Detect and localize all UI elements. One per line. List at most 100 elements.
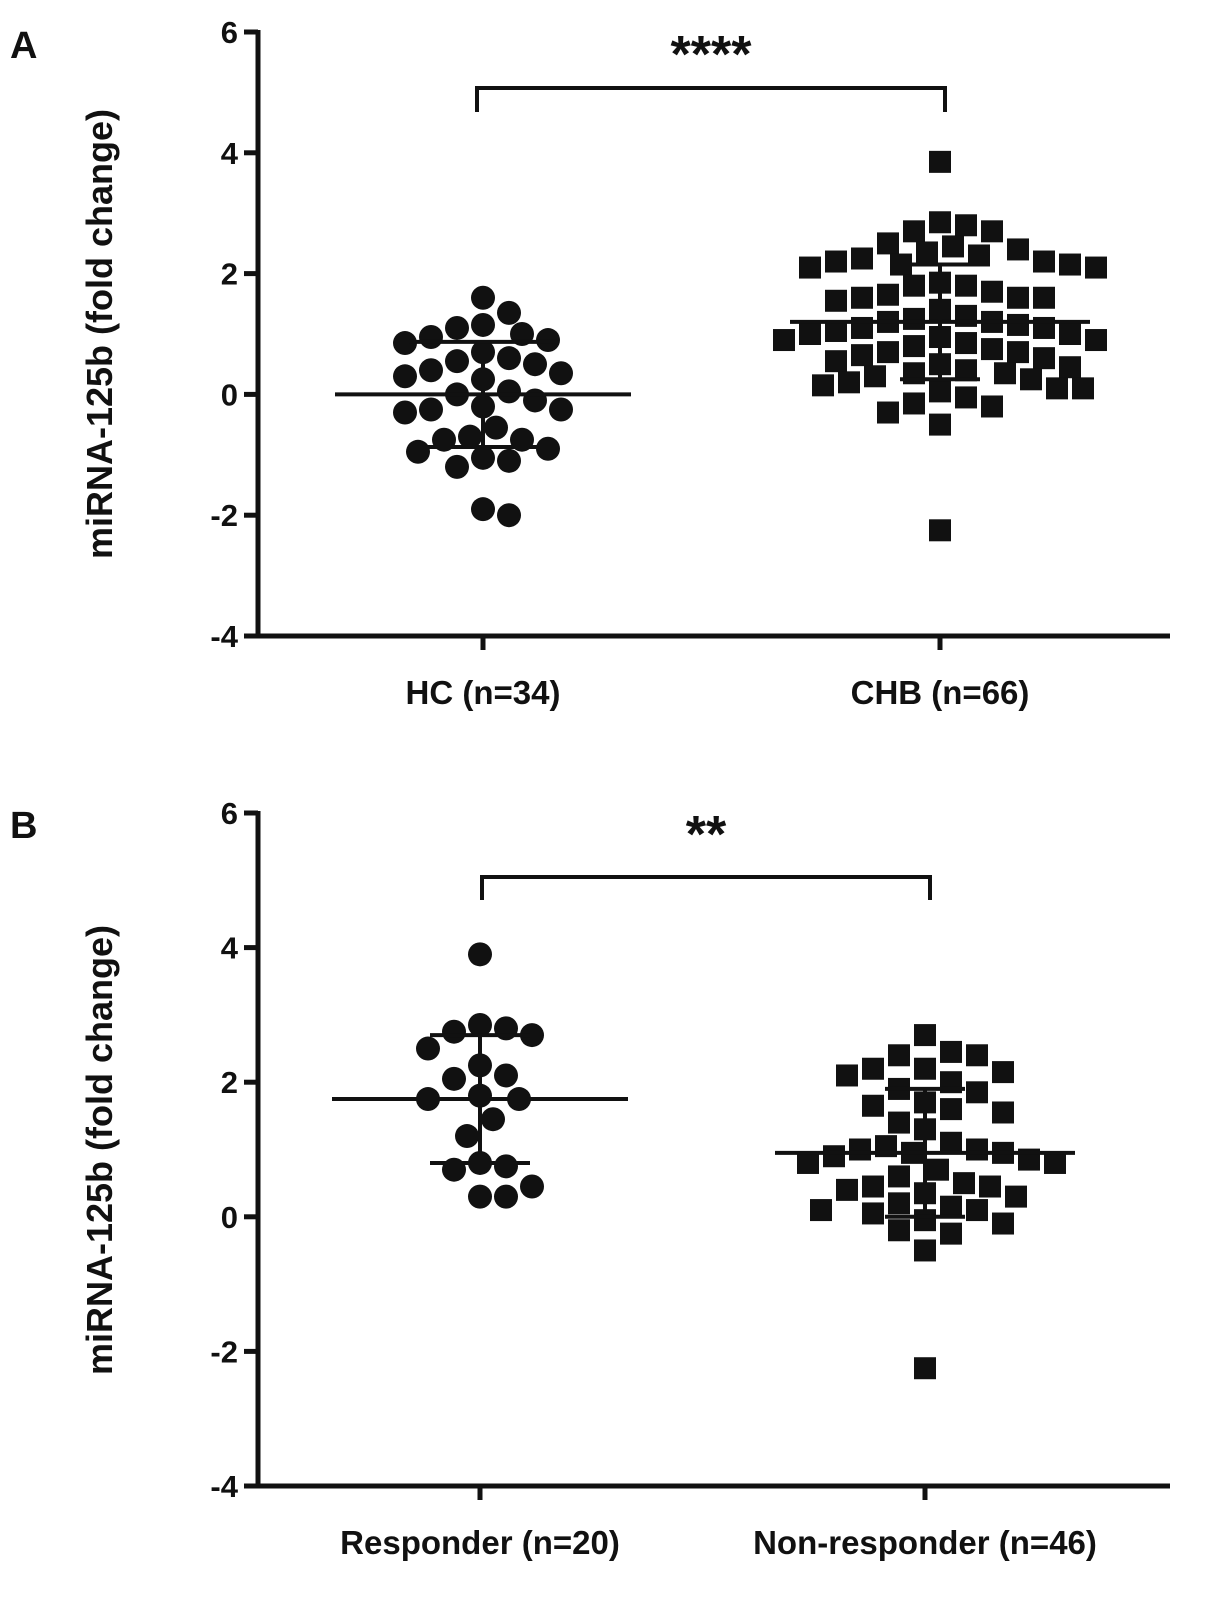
panel-label: A <box>10 25 37 67</box>
y-tick-label: -4 <box>210 619 238 654</box>
data-point <box>864 365 886 388</box>
data-point <box>903 220 925 243</box>
y-tick-label: -4 <box>210 1469 238 1504</box>
data-point <box>979 1175 1001 1198</box>
data-point <box>888 1111 910 1134</box>
x-tick-label: HC (n=34) <box>406 674 561 711</box>
data-point <box>877 283 899 306</box>
data-point <box>955 214 977 237</box>
data-point <box>1005 1185 1027 1208</box>
data-point <box>929 380 951 403</box>
data-point <box>838 371 860 394</box>
data-point <box>955 274 977 297</box>
y-tick-label: 4 <box>221 136 239 171</box>
data-point <box>494 1184 518 1209</box>
data-point <box>445 454 469 479</box>
y-tick-label: 6 <box>221 796 238 831</box>
data-point <box>549 361 573 386</box>
data-point <box>929 413 951 436</box>
data-point <box>992 1101 1014 1124</box>
data-point <box>812 374 834 397</box>
data-point <box>494 1063 518 1088</box>
data-point <box>914 1024 936 1047</box>
data-point <box>1007 286 1029 309</box>
data-point <box>1033 286 1055 309</box>
group-1: Non-responder (n=46) <box>753 1024 1097 1561</box>
data-point <box>877 232 899 255</box>
data-point <box>416 1036 440 1061</box>
data-point <box>1007 341 1029 364</box>
data-point <box>1059 253 1081 276</box>
y-tick-label: 0 <box>221 1200 238 1235</box>
data-point <box>929 519 951 542</box>
data-point <box>1007 238 1029 261</box>
data-point <box>914 1357 936 1380</box>
data-point <box>419 397 443 422</box>
x-tick-label: CHB (n=66) <box>851 674 1030 711</box>
data-point <box>851 286 873 309</box>
data-point <box>825 289 847 312</box>
data-point <box>862 1094 884 1117</box>
data-point <box>468 1012 492 1037</box>
data-point <box>471 285 495 310</box>
data-point <box>442 1066 466 1091</box>
data-point <box>497 300 521 325</box>
data-point <box>419 325 443 350</box>
data-point <box>1007 313 1029 336</box>
data-point <box>981 338 1003 361</box>
data-point <box>468 942 492 967</box>
data-point <box>940 1040 962 1063</box>
data-point <box>862 1057 884 1080</box>
data-point <box>903 307 925 330</box>
data-point <box>825 350 847 373</box>
data-point <box>799 323 821 345</box>
data-point <box>1085 329 1107 352</box>
x-tick-label: Non-responder (n=46) <box>753 1524 1097 1561</box>
data-point <box>851 344 873 367</box>
significance-stars: **** <box>671 26 753 84</box>
data-point <box>940 1131 962 1154</box>
data-point <box>1085 256 1107 279</box>
data-point <box>940 1222 962 1245</box>
data-point <box>968 244 990 267</box>
data-point <box>903 392 925 415</box>
data-point <box>549 397 573 422</box>
y-tick-label: -2 <box>210 498 238 533</box>
y-tick-label: 2 <box>221 1065 238 1100</box>
data-point <box>940 1195 962 1218</box>
data-point <box>836 1064 858 1087</box>
data-point <box>468 1184 492 1209</box>
x-tick-label: Responder (n=20) <box>340 1524 620 1561</box>
data-point <box>981 280 1003 303</box>
data-point <box>888 1219 910 1242</box>
data-point <box>994 362 1016 385</box>
data-point <box>481 1107 505 1132</box>
panel-a: A -4 -2 0 2 4 6 miRNA-125b (fold change) **** HC … <box>10 15 1170 711</box>
data-point <box>1044 1151 1066 1174</box>
data-point <box>484 415 508 440</box>
data-point <box>445 349 469 374</box>
data-point <box>1072 377 1094 400</box>
data-point <box>797 1151 819 1174</box>
y-tick-label: 2 <box>221 257 238 292</box>
data-point <box>471 312 495 337</box>
data-point <box>888 1192 910 1215</box>
data-point <box>458 424 482 449</box>
y-tick-label: 6 <box>221 15 238 50</box>
data-point <box>471 445 495 470</box>
data-point <box>849 1138 871 1161</box>
data-point <box>445 315 469 340</box>
data-point <box>497 346 521 371</box>
y-axis-label: miRNA-125b (fold change) <box>79 109 120 559</box>
data-point <box>862 1175 884 1198</box>
data-point <box>471 497 495 522</box>
data-point <box>393 364 417 389</box>
significance-stars: ** <box>686 806 727 864</box>
data-point <box>862 1202 884 1225</box>
data-point <box>927 1158 949 1181</box>
data-point <box>903 274 925 297</box>
data-point <box>406 439 430 464</box>
data-point <box>520 1174 544 1199</box>
data-point <box>981 395 1003 418</box>
data-point <box>393 331 417 356</box>
